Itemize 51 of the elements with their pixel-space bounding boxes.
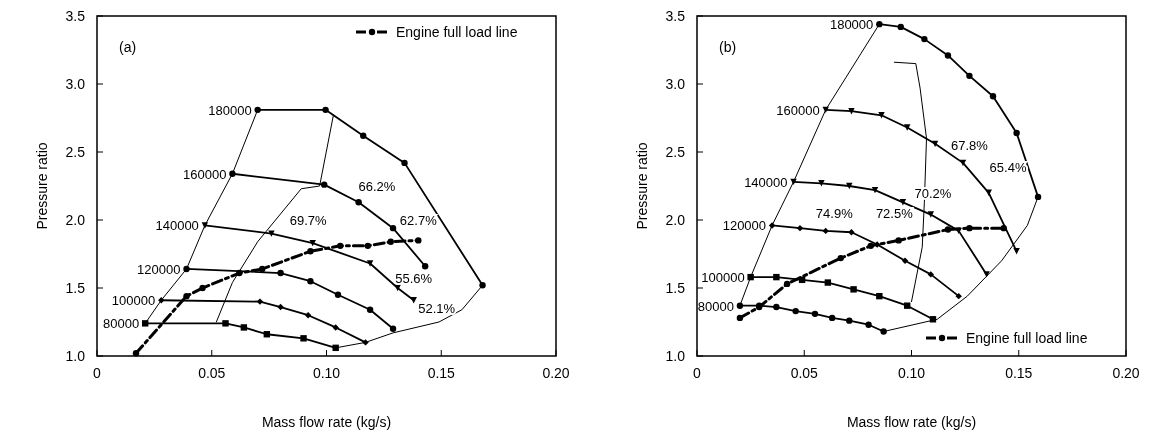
y-axis-title: Pressure ratio — [34, 142, 50, 230]
legend-label: Engine full load line — [396, 24, 518, 40]
annotation: (a) — [119, 39, 137, 55]
annotation: 66.2% — [358, 179, 396, 194]
y-tick-label: 3.0 — [665, 76, 686, 92]
annotation: 55.6% — [395, 270, 433, 286]
annotation: 72.5% — [875, 206, 914, 222]
x-axis-title: Mass flow rate (kg/s) — [846, 414, 977, 430]
y-tick-label: 2.5 — [65, 144, 86, 160]
x-tick-label: 0 — [93, 365, 102, 381]
x-tick-label: 0.15 — [1005, 365, 1033, 381]
y-tick-label: 1.5 — [65, 280, 86, 296]
y-tick-label: 1.5 — [665, 280, 686, 296]
annotation: 69.7% — [289, 213, 327, 228]
series-label: 80000 — [103, 316, 140, 332]
series-label: 140000 — [744, 174, 788, 190]
series-label: 160000 — [183, 166, 227, 182]
annotation: 62.7% — [399, 213, 438, 228]
y-tick-label: 3.5 — [665, 8, 686, 24]
series-label: 80000 — [697, 298, 734, 314]
series-label: 140000 — [155, 218, 199, 234]
series-label: 120000 — [137, 261, 181, 277]
y-tick-label: 2.0 — [665, 212, 686, 228]
legend-label: Engine full load line — [966, 330, 1088, 346]
annotation: 65.4% — [989, 160, 1027, 176]
series-label: 120000 — [722, 218, 767, 234]
series-label: 100000 — [701, 270, 745, 286]
x-tick-label: 0 — [693, 365, 702, 381]
y-tick-label: 3.0 — [65, 76, 86, 92]
x-tick-label: 0.20 — [542, 365, 570, 381]
x-tick-label: 0.10 — [312, 365, 341, 381]
x-tick-label: 0.10 — [897, 365, 926, 381]
annotation: 74.9% — [815, 206, 854, 222]
series-label: 180000 — [208, 102, 252, 118]
y-tick-label: 2.5 — [665, 144, 686, 160]
x-axis-title: Mass flow rate (kg/s) — [261, 414, 392, 430]
annotation: 52.1% — [418, 301, 456, 317]
y-tick-label: 1.0 — [665, 348, 686, 364]
x-tick-label: 0.05 — [790, 365, 819, 381]
x-tick-label: 0.15 — [427, 365, 456, 381]
y-tick-label: 2.0 — [65, 212, 86, 228]
series-label: 180000 — [829, 17, 874, 33]
y-axis-title: Pressure ratio — [634, 142, 650, 230]
annotation: (b) — [719, 39, 737, 55]
series-label: 100000 — [111, 293, 156, 309]
series-label: 160000 — [776, 102, 820, 118]
annotation: 67.8% — [950, 138, 989, 154]
y-tick-label: 3.5 — [65, 8, 86, 24]
x-tick-label: 0.20 — [1112, 365, 1140, 381]
x-tick-label: 0.05 — [198, 365, 226, 381]
y-tick-label: 1.0 — [65, 348, 86, 364]
